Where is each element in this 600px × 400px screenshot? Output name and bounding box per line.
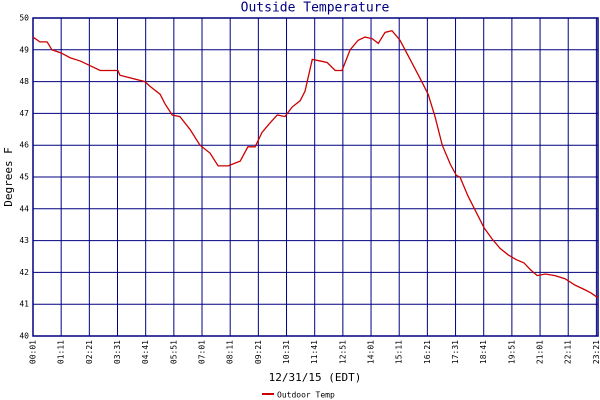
x-tick-label: 18:41 [479, 340, 488, 364]
x-tick-label: 08:11 [226, 340, 235, 364]
x-tick-label: 09:21 [254, 340, 263, 364]
plot-border [32, 17, 599, 337]
y-axis-label: Degrees F [2, 147, 15, 207]
y-tick-label: 42 [19, 268, 29, 277]
x-tick-label: 00:01 [29, 340, 38, 364]
x-tick-label: 19:51 [507, 340, 516, 364]
data-line [32, 29, 599, 299]
x-axis-label: 12/31/15 (EDT) [269, 371, 362, 384]
x-tick-label: 15:11 [395, 340, 404, 364]
legend-label: Outdoor Temp [277, 391, 335, 400]
y-tick-label: 43 [19, 236, 29, 245]
x-tick-label: 01:11 [57, 340, 66, 364]
x-tick-label: 03:31 [113, 340, 122, 364]
y-tick-label: 48 [19, 77, 29, 86]
y-tick-label: 45 [19, 173, 29, 182]
y-tick-label: 44 [19, 204, 29, 213]
x-tick-label: 05:51 [169, 340, 178, 364]
x-tick-label: 12:51 [338, 340, 347, 364]
x-tick-label: 14:01 [367, 340, 376, 364]
y-tick-label: 50 [19, 14, 29, 23]
x-tick-label: 02:21 [85, 340, 94, 364]
x-tick-label: 21:01 [536, 340, 545, 364]
y-tick-label: 41 [19, 300, 29, 309]
x-tick-label: 10:31 [282, 340, 291, 364]
x-tick-label: 11:41 [310, 340, 319, 364]
x-tick-label: 23:21 [592, 340, 600, 364]
x-tick-label: 16:21 [423, 340, 432, 364]
y-tick-label: 47 [19, 109, 29, 118]
y-tick-label: 46 [19, 141, 29, 150]
x-tick-label: 22:11 [564, 340, 573, 364]
x-tick-label: 17:31 [451, 340, 460, 364]
chart-title: Outside Temperature [241, 1, 390, 16]
x-tick-label: 07:01 [198, 340, 207, 364]
y-tick-label: 49 [19, 45, 29, 54]
y-tick-label: 40 [19, 332, 29, 341]
x-tick-label: 04:41 [141, 340, 150, 364]
